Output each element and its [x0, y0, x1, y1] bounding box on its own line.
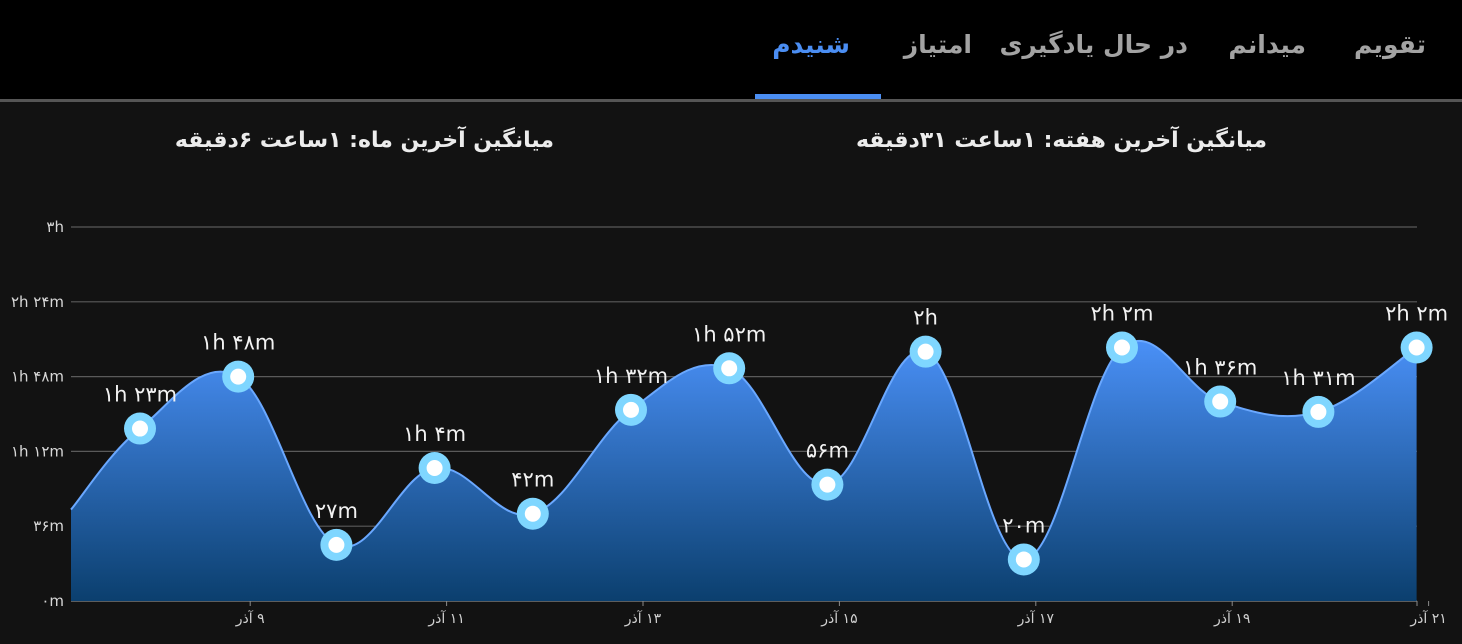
x-tick-label: ۹ آذر: [235, 610, 265, 627]
y-tick-label: ۱h ۱۲m: [11, 442, 64, 460]
data-label: ۲۷m: [315, 499, 358, 523]
data-point-center: [623, 401, 639, 418]
tab-learning[interactable]: در حال یادگیری: [999, 30, 1188, 59]
data-label: ۱h ۲۳m: [103, 383, 177, 407]
data-label: ۲h: [913, 306, 938, 330]
data-point-center: [328, 536, 345, 553]
active-tab-indicator: [755, 94, 881, 99]
x-tick-label: ۲۱ آذر: [1409, 610, 1446, 627]
data-label: ۲h ۲m: [1385, 302, 1448, 326]
data-label: ۱h ۳۶m: [1183, 356, 1257, 380]
x-tick-label: ۱۳ آذر: [624, 610, 662, 627]
series-line: [70, 339, 1418, 561]
listening-chart: ۰m ۳۶m ۱h ۱۲m ۱h ۴۸m ۲h ۲۴m ۳h ۹ آذر ۱۱ آذر ۱۳ …: [11, 218, 1448, 627]
monthly-average: میانگین آخرین ماه: ۱ساعت ۶دقیقه: [174, 128, 554, 153]
data-point-center: [1114, 339, 1130, 356]
y-tick-label: ۲h ۲۴m: [11, 293, 64, 311]
data-point-center: [426, 460, 443, 477]
y-tick-label: ۰m: [41, 592, 64, 610]
x-axis-ticks: ۹ آذر ۱۱ آذر ۱۳ آذر ۱۵ آذر ۱۷ آذر ۱۹ آذر ۲۱ آذ…: [235, 601, 1447, 627]
top-bar: [0, 0, 1462, 100]
data-label: ۵۶m: [806, 439, 849, 463]
data-label: ۱h ۴m: [403, 422, 466, 446]
data-point-center: [230, 368, 247, 385]
tab-calendar[interactable]: تقویم: [1353, 30, 1426, 59]
data-point-center: [721, 360, 738, 377]
data-point-center: [917, 343, 934, 360]
data-point-center: [819, 476, 836, 493]
y-tick-label: ۳h: [46, 218, 64, 236]
x-tick-label: ۱۹ آذر: [1213, 610, 1250, 627]
weekly-average: میانگین آخرین هفته: ۱ساعت ۳۱دقیقه: [855, 128, 1267, 153]
series-area: [70, 339, 1418, 601]
x-tick-label: ۱۱ آذر: [427, 610, 464, 627]
tab-heard[interactable]: شنیدم: [772, 30, 850, 59]
x-tick-label: ۱۷ آذر: [1017, 610, 1055, 627]
data-markers: [124, 331, 1433, 576]
data-label: ۱h ۳۱m: [1281, 366, 1355, 390]
x-tick-label: ۱۵ آذر: [820, 610, 857, 627]
tab-bar: تقویم میدانم در حال یادگیری امتیاز شنیدم: [0, 0, 1462, 100]
data-point-center: [524, 505, 541, 522]
tab-divider: [0, 99, 1462, 102]
tab-score[interactable]: امتیاز: [903, 30, 972, 59]
series-area-fill: [71, 340, 1417, 601]
data-point-center: [1015, 551, 1032, 568]
data-point-center: [1310, 403, 1327, 420]
data-label: ۲۰m: [1002, 513, 1045, 537]
data-point-center: [132, 420, 148, 437]
y-tick-label: ۱h ۴۸m: [11, 368, 64, 386]
data-point-center: [1212, 393, 1229, 410]
y-axis-ticks: ۰m ۳۶m ۱h ۱۲m ۱h ۴۸m ۲h ۲۴m ۳h: [11, 218, 64, 610]
data-label: ۱h ۴۸m: [201, 331, 275, 355]
data-label: ۱h ۵۲m: [692, 322, 766, 346]
data-label: ۲h ۲m: [1091, 302, 1154, 326]
data-label: ۴۲m: [511, 468, 554, 492]
data-point-center: [1408, 339, 1425, 356]
data-label: ۱h ۳۲m: [594, 364, 668, 388]
data-labels: ۱h ۲۳m ۱h ۴۸m ۲۷m ۱h ۴m ۴۲m ۱h ۳۲m ۱h ۵۲m ۵۶m ۲h…: [103, 302, 1448, 538]
y-tick-label: ۳۶m: [33, 517, 64, 535]
tab-known[interactable]: میدانم: [1228, 30, 1306, 59]
